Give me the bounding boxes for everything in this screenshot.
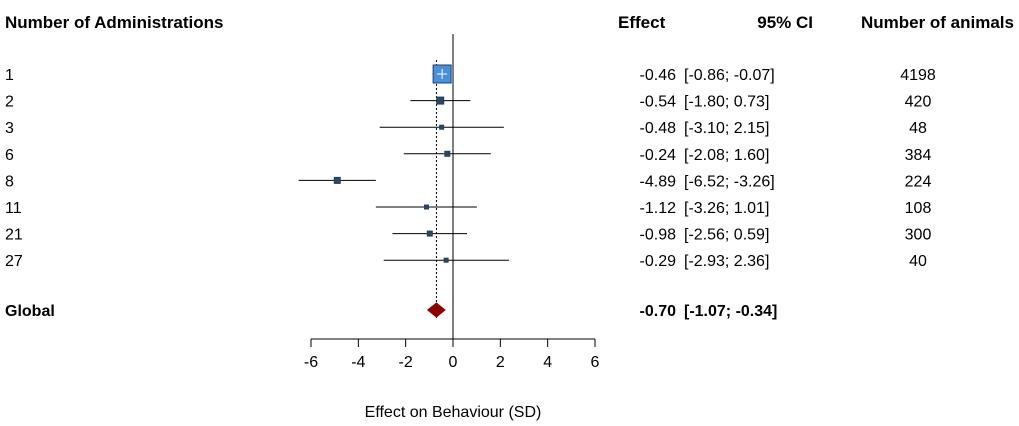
x-tick-label: 6	[591, 354, 600, 371]
animals-value: 300	[905, 227, 932, 244]
ci-value: [-2.93; 2.36]	[684, 253, 769, 270]
global-ci-value: [-1.07; -0.34]	[684, 303, 777, 320]
ci-value: [-3.10; 2.15]	[684, 120, 769, 137]
effect-value: -0.24	[640, 147, 677, 164]
x-tick-label: 4	[543, 354, 552, 371]
effect-value: -1.12	[640, 200, 677, 217]
animals-column-header: Number of animals	[861, 13, 1014, 32]
plot-area: 1 -0.46 [-0.86; -0.07] 4198 2 -0.54 [-1.80; 0.…	[5, 34, 936, 371]
ci-column-header: 95% CI	[757, 13, 813, 32]
ci-value: [-2.08; 1.60]	[684, 147, 769, 164]
row-label: 2	[5, 94, 14, 111]
ci-value: [-6.52; -3.26]	[684, 173, 775, 190]
row-label: 3	[5, 120, 14, 137]
effect-value: -4.89	[640, 173, 677, 190]
x-tick-label: -6	[304, 354, 318, 371]
row-label: 27	[5, 253, 23, 270]
effect-box	[439, 124, 445, 130]
ci-value: [-3.26; 1.01]	[684, 200, 769, 217]
row-label: 21	[5, 227, 23, 244]
row-label: 8	[5, 173, 14, 190]
animals-value: 384	[905, 147, 932, 164]
ci-value: [-2.56; 0.59]	[684, 227, 769, 244]
effect-box	[444, 150, 451, 157]
effect-value: -0.54	[640, 94, 677, 111]
animals-value: 40	[909, 253, 927, 270]
x-tick-label: -2	[399, 354, 413, 371]
x-tick-label: -4	[351, 354, 365, 371]
x-tick-label: 0	[449, 354, 458, 371]
effect-box	[333, 176, 341, 184]
animals-value: 420	[905, 94, 932, 111]
row-label: 11	[5, 200, 22, 217]
effect-value: -0.48	[640, 120, 677, 137]
ci-value: [-0.86; -0.07]	[684, 67, 775, 84]
animals-value: 48	[909, 120, 927, 137]
effect-value: -0.29	[640, 253, 677, 270]
row-label: 1	[5, 67, 14, 84]
animals-value: 4198	[900, 67, 936, 84]
effect-box	[426, 230, 433, 237]
x-axis-title: Effect on Behaviour (SD)	[365, 404, 542, 421]
group-column-header: Number of Administrations	[5, 13, 224, 32]
effect-value: -0.46	[640, 67, 677, 84]
effect-box	[436, 96, 445, 105]
ci-value: [-1.80; 0.73]	[684, 94, 769, 111]
animals-value: 108	[905, 200, 932, 217]
effect-box	[423, 204, 429, 210]
effect-box	[443, 257, 449, 263]
animals-value: 224	[905, 173, 932, 190]
row-label: 6	[5, 147, 14, 164]
effect-value: -0.98	[640, 227, 677, 244]
effect-column-header: Effect	[618, 13, 666, 32]
x-tick-label: 2	[496, 354, 505, 371]
global-effect-value: -0.70	[640, 303, 677, 320]
global-label: Global	[5, 303, 55, 320]
global-diamond	[426, 302, 446, 318]
